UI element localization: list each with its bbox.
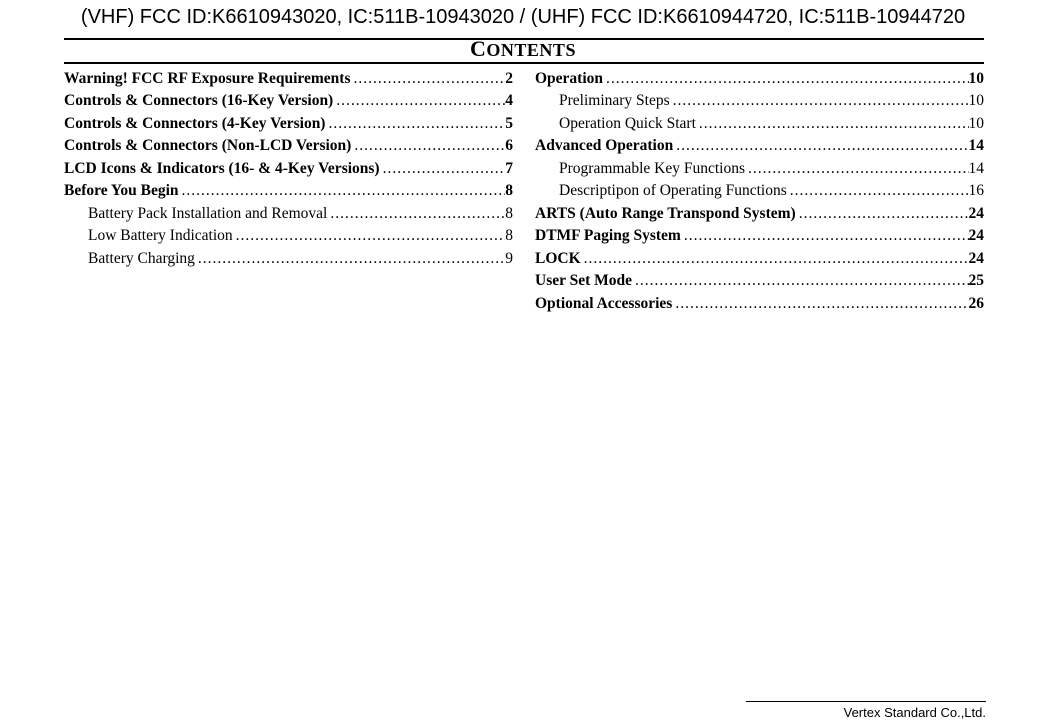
- toc-entry: DTMF Paging System .....................…: [535, 225, 984, 247]
- toc-label: Low Battery Indication: [64, 225, 233, 247]
- toc-leader: ........................................…: [327, 203, 505, 225]
- toc-leader: ........................................…: [796, 203, 969, 225]
- toc-label: Controls & Connectors (4-Key Version): [64, 113, 325, 135]
- toc-label: LOCK: [535, 248, 581, 270]
- footer-company: Vertex Standard Co.,Ltd.: [844, 705, 986, 720]
- toc-label: DTMF Paging System: [535, 225, 681, 247]
- toc-entry: Programmable Key Functions .............…: [535, 158, 984, 180]
- toc-entry: Battery Charging .......................…: [64, 248, 513, 270]
- toc-columns: Warning! FCC RF Exposure Requirements ..…: [64, 68, 984, 315]
- toc-entry: Controls & Connectors (4-Key Version) ..…: [64, 113, 513, 135]
- toc-label: Descriptipon of Operating Functions: [535, 180, 787, 202]
- rule-under-title: [64, 62, 984, 64]
- toc-entry: Operation ..............................…: [535, 68, 984, 90]
- toc-entry: Preliminary Steps ......................…: [535, 90, 984, 112]
- toc-leader: ........................................…: [672, 293, 968, 315]
- toc-page-number: 10: [969, 90, 985, 112]
- toc-page-number: 7: [505, 158, 513, 180]
- toc-label: Controls & Connectors (16-Key Version): [64, 90, 333, 112]
- toc-page-number: 4: [505, 90, 513, 112]
- toc-entry: Controls & Connectors (Non-LCD Version) …: [64, 135, 513, 157]
- toc-page-number: 5: [505, 113, 513, 135]
- toc-page-number: 10: [969, 113, 985, 135]
- toc-label: ARTS (Auto Range Transpond System): [535, 203, 796, 225]
- toc-leader: ........................................…: [696, 113, 969, 135]
- toc-left-column: Warning! FCC RF Exposure Requirements ..…: [64, 68, 513, 315]
- toc-leader: ........................................…: [681, 225, 969, 247]
- toc-label: Operation: [535, 68, 603, 90]
- footer-rule: [746, 701, 986, 702]
- toc-page-number: 10: [969, 68, 985, 90]
- toc-entry: Warning! FCC RF Exposure Requirements ..…: [64, 68, 513, 90]
- toc-page-number: 6: [505, 135, 513, 157]
- toc-label: Operation Quick Start: [535, 113, 696, 135]
- toc-right-column: Operation ..............................…: [535, 68, 984, 315]
- toc-label: Controls & Connectors (Non-LCD Version): [64, 135, 351, 157]
- toc-entry: Before You Begin .......................…: [64, 180, 513, 202]
- toc-entry: LCD Icons & Indicators (16- & 4-Key Vers…: [64, 158, 513, 180]
- toc-page-number: 24: [969, 248, 985, 270]
- toc-label: User Set Mode: [535, 270, 632, 292]
- toc-page-number: 8: [505, 225, 513, 247]
- toc-leader: ........................................…: [325, 113, 505, 135]
- toc-label: Programmable Key Functions: [535, 158, 745, 180]
- toc-entry: LOCK ...................................…: [535, 248, 984, 270]
- toc-leader: ........................................…: [333, 90, 505, 112]
- toc-label: LCD Icons & Indicators (16- & 4-Key Vers…: [64, 158, 380, 180]
- toc-leader: ........................................…: [380, 158, 506, 180]
- toc-page-number: 25: [969, 270, 985, 292]
- page: (VHF) FCC ID:K6610943020, IC:511B-109430…: [0, 0, 1046, 728]
- toc-leader: ........................................…: [603, 68, 968, 90]
- toc-label: Battery Pack Installation and Removal: [64, 203, 327, 225]
- fcc-id-header: (VHF) FCC ID:K6610943020, IC:511B-109430…: [0, 6, 1046, 29]
- toc-leader: ........................................…: [745, 158, 969, 180]
- toc-leader: ........................................…: [351, 135, 505, 157]
- toc-label: Warning! FCC RF Exposure Requirements: [64, 68, 350, 90]
- toc-page-number: 14: [969, 158, 985, 180]
- toc-leader: ........................................…: [350, 68, 505, 90]
- toc-page-number: 26: [969, 293, 985, 315]
- toc-label: Battery Charging: [64, 248, 195, 270]
- toc-entry: ARTS (Auto Range Transpond System) .....…: [535, 203, 984, 225]
- toc-page-number: 14: [969, 135, 985, 157]
- toc-label: Optional Accessories: [535, 293, 672, 315]
- toc-entry: Controls & Connectors (16-Key Version) .…: [64, 90, 513, 112]
- toc-leader: ........................................…: [179, 180, 506, 202]
- toc-leader: ........................................…: [581, 248, 969, 270]
- toc-page-number: 24: [969, 225, 985, 247]
- toc-entry: Low Battery Indication .................…: [64, 225, 513, 247]
- toc-entry: Battery Pack Installation and Removal ..…: [64, 203, 513, 225]
- toc-leader: ........................................…: [670, 90, 969, 112]
- toc-leader: ........................................…: [233, 225, 506, 247]
- toc-label: Advanced Operation: [535, 135, 673, 157]
- toc-entry: Operation Quick Start ..................…: [535, 113, 984, 135]
- toc-leader: ........................................…: [787, 180, 969, 202]
- toc-entry: Optional Accessories ...................…: [535, 293, 984, 315]
- toc-page-number: 24: [969, 203, 985, 225]
- toc-page-number: 8: [505, 180, 513, 202]
- toc-leader: ........................................…: [195, 248, 505, 270]
- toc-entry: Descriptipon of Operating Functions ....…: [535, 180, 984, 202]
- toc-label: Before You Begin: [64, 180, 179, 202]
- toc-page-number: 2: [505, 68, 513, 90]
- toc-entry: User Set Mode ..........................…: [535, 270, 984, 292]
- toc-page-number: 16: [969, 180, 985, 202]
- toc-leader: ........................................…: [632, 270, 969, 292]
- contents-title: CONTENTS: [0, 36, 1046, 62]
- toc-leader: ........................................…: [673, 135, 968, 157]
- toc-page-number: 9: [505, 248, 513, 270]
- toc-entry: Advanced Operation .....................…: [535, 135, 984, 157]
- toc-page-number: 8: [505, 203, 513, 225]
- toc-label: Preliminary Steps: [535, 90, 670, 112]
